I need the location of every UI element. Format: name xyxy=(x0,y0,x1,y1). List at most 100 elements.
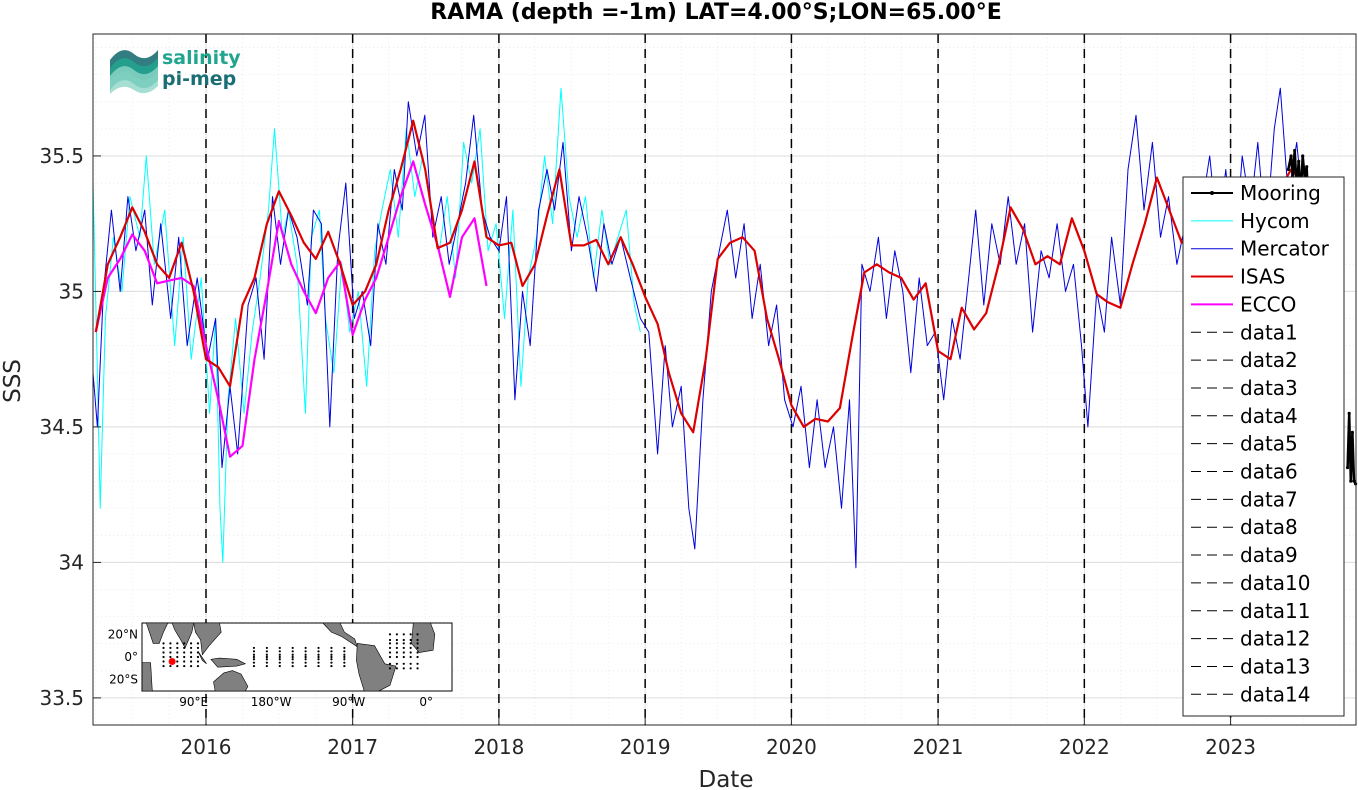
legend-label-data11: data11 xyxy=(1240,599,1311,623)
inset-buoy-dot xyxy=(409,662,412,665)
mooring-point xyxy=(1352,479,1356,483)
inset-buoy-dot xyxy=(183,651,186,654)
inset-buoy-dot xyxy=(388,667,392,670)
inset-buoy-dot xyxy=(162,651,165,654)
inset-buoy-dot xyxy=(176,664,179,668)
logo-wave-icon xyxy=(110,50,158,94)
inset-buoy-dot xyxy=(176,646,179,650)
inset-buoy-dot xyxy=(343,661,346,664)
inset-buoy-dot xyxy=(252,650,256,653)
inset-buoy-dot xyxy=(162,646,165,650)
inset-buoy-dot xyxy=(416,633,419,636)
inset-buoy-dot xyxy=(278,646,281,650)
inset-buoy-dot xyxy=(265,646,268,650)
inset-buoy-dot xyxy=(409,633,412,636)
x-tick-label: 2021 xyxy=(913,735,964,759)
inset-buoy-dot xyxy=(162,660,165,663)
inset-buoy-dot xyxy=(189,651,193,654)
x-tick-label: 2023 xyxy=(1205,735,1256,759)
mooring-point xyxy=(1293,148,1297,153)
inset-buoy-dot xyxy=(343,655,346,659)
inset-land xyxy=(141,662,153,692)
inset-buoy-dot xyxy=(265,653,268,656)
inset-buoy-dot xyxy=(416,667,419,670)
inset-buoy-dot xyxy=(162,655,165,659)
mooring-point xyxy=(1297,159,1301,163)
inset-buoy-dot xyxy=(189,642,193,645)
inset-buoy-dot xyxy=(317,646,320,650)
inset-buoy-dot xyxy=(409,646,412,650)
inset-buoy-dot xyxy=(252,655,256,659)
inset-lat-label: 20°N xyxy=(108,627,138,641)
inset-buoy-dot xyxy=(189,646,193,650)
inset-buoy-dot xyxy=(196,642,200,645)
inset-lon-label: 90°W xyxy=(332,695,365,709)
inset-buoy-dot xyxy=(317,653,320,656)
inset-buoy-dot xyxy=(317,655,320,659)
inset-buoy-dot xyxy=(409,638,412,642)
inset-buoy-dot xyxy=(388,638,392,642)
inset-buoy-dot xyxy=(330,650,333,653)
inset-buoy-dot xyxy=(291,655,294,659)
inset-lat-label: 0° xyxy=(124,650,138,664)
inset-buoy-dot xyxy=(343,664,346,668)
inset-buoy-dot xyxy=(330,646,333,650)
y-tick-label: 33.5 xyxy=(39,686,84,710)
inset-buoy-dot xyxy=(409,651,412,654)
inset-buoy-dot xyxy=(402,633,405,636)
inset-buoy-dot xyxy=(265,655,268,659)
inset-land xyxy=(213,670,249,692)
salinity-pi-mep-logo: salinity pi-mep xyxy=(110,47,241,94)
inset-buoy-dot xyxy=(291,661,294,664)
inset-buoy-dot xyxy=(395,642,398,645)
mooring-point xyxy=(1301,154,1305,158)
inset-buoy-dot xyxy=(304,653,307,656)
x-tick-label: 2019 xyxy=(620,735,671,759)
inset-buoy-dot xyxy=(265,661,268,664)
inset-buoy-dot xyxy=(304,650,307,653)
inset-buoy-dot xyxy=(317,658,320,661)
inset-buoy-dot xyxy=(291,653,294,656)
inset-buoy-dot xyxy=(176,651,179,654)
inset-lat-label: 20°S xyxy=(109,673,138,687)
legend-label-data10: data10 xyxy=(1240,571,1311,595)
inset-land xyxy=(411,622,436,653)
inset-buoy-dot xyxy=(183,664,186,668)
inset-buoy-dot xyxy=(330,661,333,664)
inset-buoy-dot xyxy=(183,660,186,663)
inset-buoy-dot xyxy=(176,655,179,659)
y-tick-label: 34 xyxy=(59,550,84,574)
inset-buoy-dot xyxy=(196,655,200,659)
inset-buoy-dot xyxy=(252,653,256,656)
legend-label-data8: data8 xyxy=(1240,515,1298,539)
x-tick-label: 2017 xyxy=(327,735,378,759)
axes-box xyxy=(92,33,1357,726)
mooring-point xyxy=(1289,154,1293,158)
inset-buoy-dot xyxy=(343,653,346,656)
inset-buoy-dot xyxy=(304,646,307,650)
inset-buoy-dot xyxy=(304,661,307,664)
legend-label-data2: data2 xyxy=(1240,348,1298,372)
inset-buoy-dot xyxy=(395,633,398,636)
inset-buoy-dot xyxy=(395,651,398,654)
inset-buoy-dot xyxy=(265,650,268,653)
inset-land xyxy=(142,622,169,644)
inset-buoy-dot xyxy=(169,646,172,650)
inset-buoy-dot xyxy=(416,655,419,659)
inset-buoy-dot xyxy=(317,661,320,664)
legend-label-data7: data7 xyxy=(1240,487,1298,511)
inset-buoy-dot xyxy=(416,646,419,650)
x-tick-label: 2020 xyxy=(766,735,817,759)
legend-label-data14: data14 xyxy=(1240,682,1311,706)
inset-buoy-dot xyxy=(183,655,186,659)
inset-buoy-dot xyxy=(343,650,346,653)
inset-buoy-dot xyxy=(416,638,419,642)
y-tick-label: 34.5 xyxy=(39,415,84,439)
inset-buoy-dot xyxy=(388,655,392,659)
inset-buoy-dot xyxy=(416,651,419,654)
inset-buoy-dot xyxy=(343,658,346,661)
legend-label-data13: data13 xyxy=(1240,654,1311,678)
inset-buoy-dot xyxy=(416,642,419,645)
inset-land xyxy=(210,657,247,668)
inset-buoy-dot xyxy=(330,658,333,661)
